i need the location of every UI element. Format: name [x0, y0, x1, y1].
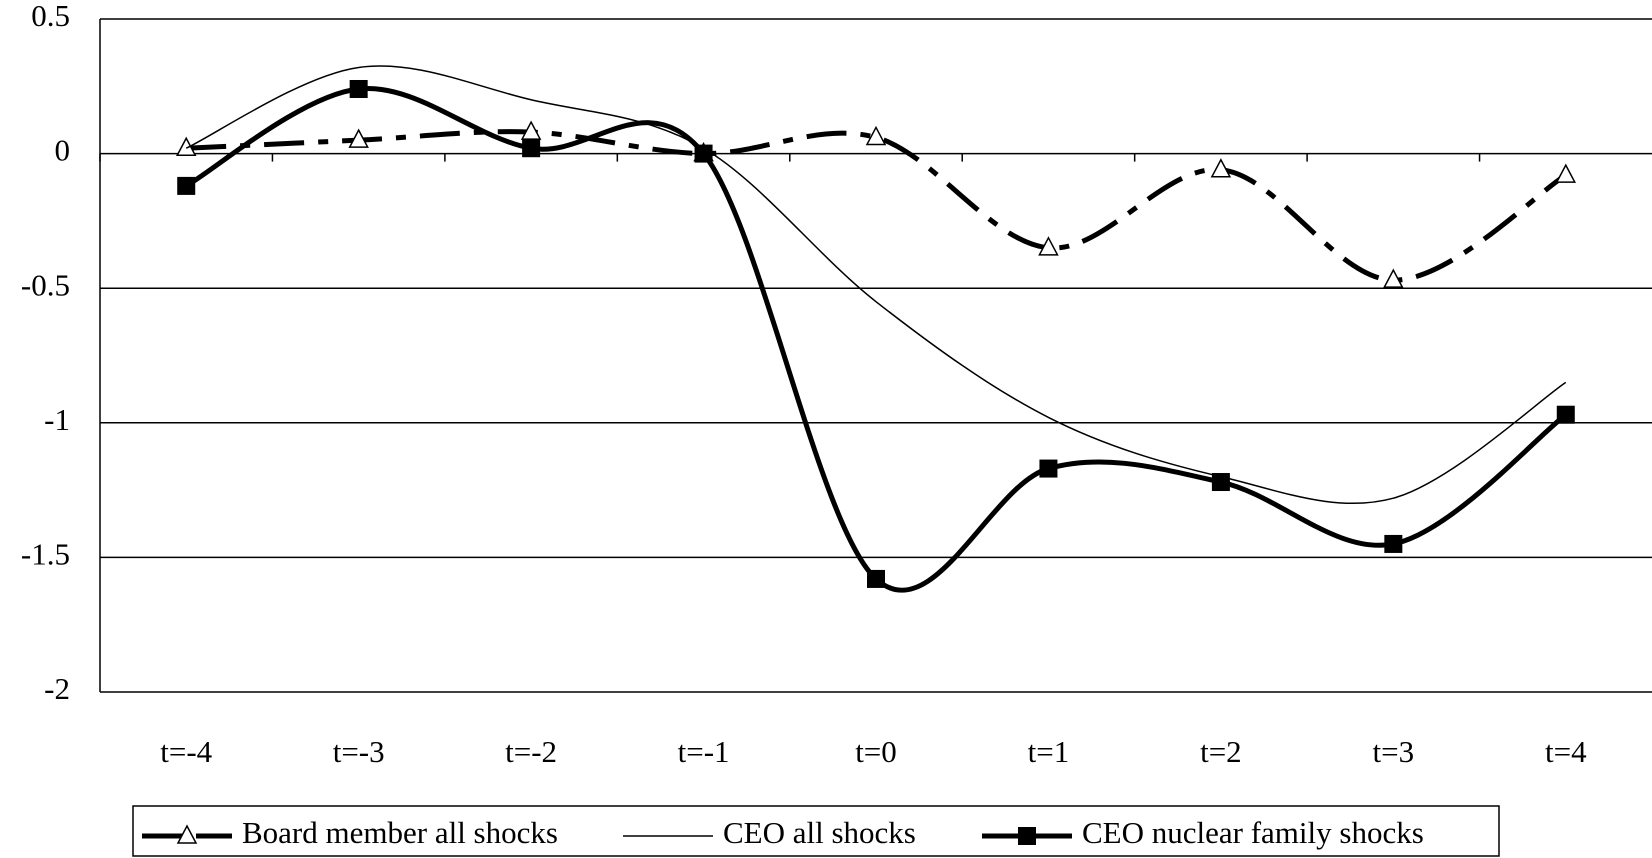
y-tick-label: -2 [44, 671, 70, 706]
x-tick-label: t=-1 [678, 734, 730, 769]
point-marker [1039, 459, 1058, 478]
x-tick-label: t=0 [855, 734, 897, 769]
point-marker [176, 824, 198, 844]
x-tick-label: t=2 [1200, 734, 1242, 769]
legend-label: CEO all shocks [723, 815, 916, 850]
point-marker [1384, 534, 1403, 553]
y-tick-label: -1.5 [21, 537, 70, 572]
point-marker [349, 79, 368, 98]
point-marker [1210, 158, 1232, 178]
x-tick-label: t=-2 [505, 734, 557, 769]
point-marker [522, 139, 541, 158]
point-marker [867, 569, 885, 588]
point-marker [865, 125, 887, 146]
y-tick-label: -1 [44, 402, 70, 437]
point-marker [1038, 236, 1059, 256]
point-marker [1555, 163, 1577, 183]
x-tick-label: t=4 [1545, 734, 1587, 769]
point-marker [520, 120, 542, 140]
point-marker [1018, 827, 1036, 845]
point-marker [177, 176, 196, 195]
x-tick-label: t=-3 [333, 734, 385, 769]
point-marker [348, 128, 369, 148]
legend-box [132, 805, 1500, 857]
point-marker [1556, 405, 1575, 424]
series-line [186, 129, 1568, 283]
y-tick-label: 0 [55, 133, 71, 168]
x-tick-label: t=3 [1373, 734, 1415, 769]
point-marker [1211, 473, 1230, 492]
series-line [184, 86, 1568, 593]
legend-label: CEO nuclear family shocks [1082, 815, 1424, 850]
series-line [185, 65, 1567, 505]
y-tick-label: -0.5 [21, 267, 70, 302]
point-marker [1383, 268, 1404, 288]
y-tick-label: 0.5 [31, 0, 70, 33]
x-tick-label: t=-4 [160, 734, 212, 769]
x-tick-label: t=1 [1028, 734, 1070, 769]
legend-label: Board member all shocks [242, 815, 558, 850]
point-marker [694, 144, 713, 163]
